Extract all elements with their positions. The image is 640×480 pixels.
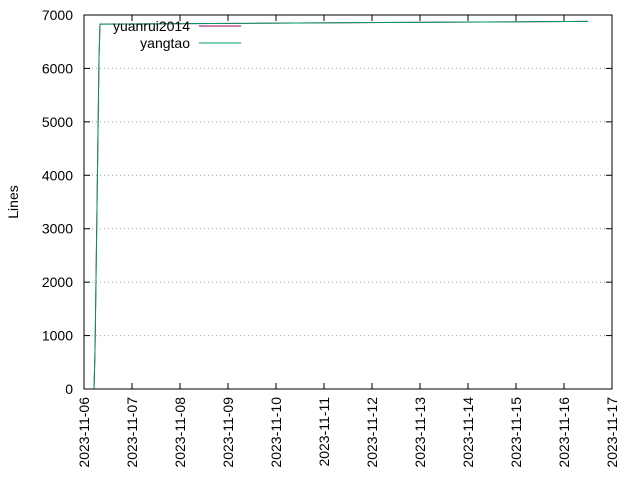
y-axis-label: Lines <box>5 185 21 218</box>
legend-label: yuanrui2014 <box>113 18 190 34</box>
x-tick-label: 2023-11-16 <box>556 397 572 468</box>
series-line-yuanrui2014 <box>93 20 589 390</box>
x-tick-label: 2023-11-08 <box>172 397 188 468</box>
y-tick-label: 5000 <box>42 114 73 130</box>
x-tick-label: 2023-11-11 <box>316 397 332 467</box>
y-tick-label: 7000 <box>42 7 73 23</box>
x-tick-label: 2023-11-12 <box>364 397 380 468</box>
legend-label: yangtao <box>140 35 190 51</box>
y-tick-label: 2000 <box>42 274 73 290</box>
x-tick-label: 2023-11-13 <box>412 397 428 468</box>
y-tick-label: 6000 <box>42 60 73 76</box>
y-axis-ticks: 0 1000 2000 3000 4000 5000 6000 7000 <box>42 7 612 397</box>
series-line-yangtao <box>93 20 589 390</box>
grid-lines <box>84 67 612 337</box>
x-tick-label: 2023-11-14 <box>460 397 476 468</box>
x-axis-ticks: 2023-11-06 2023-11-07 2023-11-08 2023-11-09… <box>76 15 620 468</box>
series-lines <box>93 20 589 390</box>
x-tick-label: 2023-11-09 <box>220 397 236 468</box>
x-tick-label: 2023-11-07 <box>124 397 140 468</box>
y-tick-label: 4000 <box>42 167 73 183</box>
plot-frame <box>83 14 613 390</box>
x-tick-label: 2023-11-10 <box>268 397 284 468</box>
x-tick-label: 2023-11-15 <box>508 397 524 468</box>
y-tick-label: 0 <box>65 381 73 397</box>
y-tick-label: 1000 <box>42 328 73 344</box>
y-tick-label: 3000 <box>42 221 73 237</box>
x-tick-label: 2023-11-17 <box>604 397 620 468</box>
x-tick-label: 2023-11-06 <box>76 397 92 468</box>
